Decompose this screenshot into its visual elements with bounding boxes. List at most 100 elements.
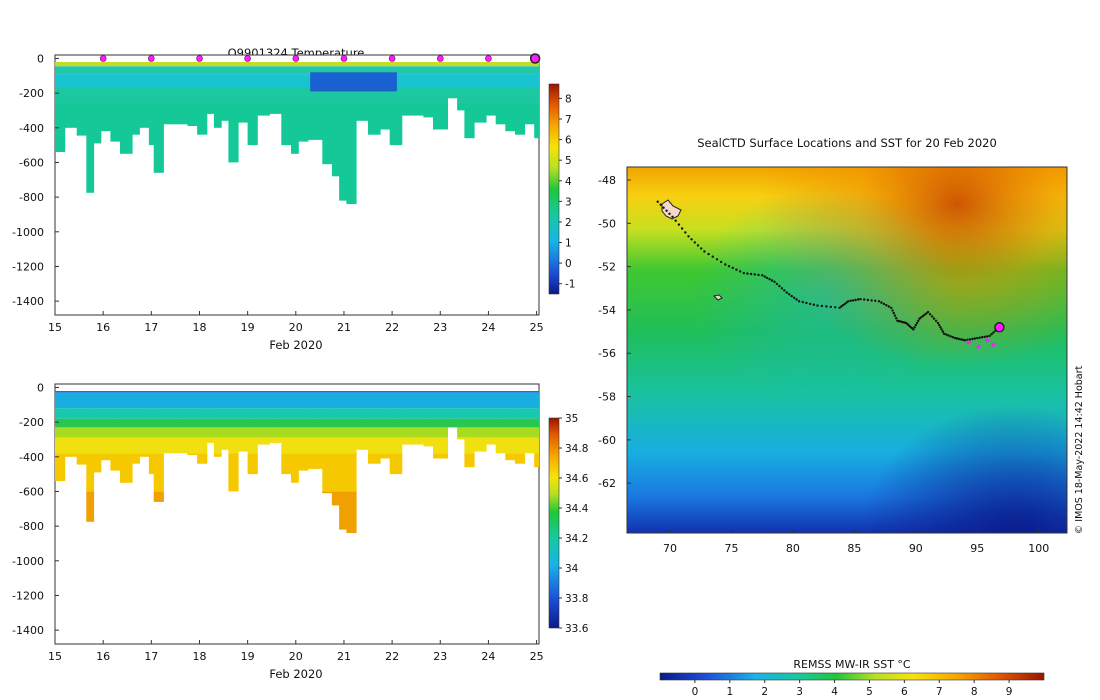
temperature-profile-cell [197,66,208,75]
salinity-x-axis-label: Feb 2020 [269,667,322,681]
temperature-profile-cell [120,87,133,104]
salinity-profile-cell [93,427,102,438]
track-point [684,231,687,234]
salinity-profile-cell [175,427,188,438]
salinity-profile-cell [339,453,347,492]
salinity-profile-column [433,391,448,459]
latitude-tick-label: -56 [598,347,616,360]
temperature-profile-cell [247,87,258,104]
salinity-profile-cell [148,453,155,475]
salinity-profile-cell [307,427,323,438]
salinity-profile-cell [100,391,111,393]
longitude-tick-label: 80 [786,542,800,555]
temperature-colorbar [548,83,560,295]
temperature-profile-column [524,62,535,125]
salinity-profile-cell [187,418,198,428]
salinity-profile-cell [331,453,340,492]
temperature-profile-cell [110,74,121,88]
temperature-profile-cell [413,74,424,88]
track-point [785,291,788,294]
salinity-profile-cell [380,453,391,459]
temperature-profile-cell [298,103,309,142]
temperature-profile-cell [495,66,506,75]
salinity-profile-cell [206,392,215,409]
salinity-profile-cell [346,392,357,409]
salinity-profile-cell [356,408,369,419]
track-point [816,304,819,307]
temperature-profile-cell [55,87,66,104]
track-point [912,328,915,331]
temperature-profile-cell [257,74,270,88]
salinity-x-tick-label: 18 [192,650,206,663]
salinity-profile-cell [356,427,369,438]
temperature-x-tick-label: 20 [289,321,303,334]
salinity-profile-column [153,391,164,502]
temperature-x-tick-label: 23 [433,321,447,334]
temperature-profile-cell [322,62,333,67]
salinity-x-tick-label: 24 [481,650,495,663]
temperature-profile-cell [221,87,229,104]
temperature-profile-cell [110,66,121,75]
salinity-profile-cell [380,392,391,409]
temperature-profile-cell [238,66,249,75]
temperature-x-tick-label: 16 [96,321,110,334]
temperature-profile-cell [269,62,282,67]
salinity-x-tick-label: 19 [241,650,255,663]
salinity-profile-cell [495,437,506,454]
salinity-profile-cell [307,437,323,454]
salinity-profile-cell [505,437,516,454]
salinity-profile-cell [86,437,95,454]
temperature-profile-cell [269,74,282,88]
temperature-profile-cell [447,87,458,99]
temperature-x-tick-label: 15 [48,321,62,334]
salinity-profile-cell [269,418,282,428]
salinity-profile-cell [505,453,516,461]
temperature-colorbar-ticks: -1 0 1 2 3 4 5 6 7 8 [559,93,575,291]
latitude-tick-label: -62 [598,477,616,490]
temperature-profile-cell [339,62,347,67]
salinity-profile-cell [331,437,340,454]
temperature-profile-cell [86,103,95,193]
temperature-profile-cell [514,103,526,135]
temperature-profile-cell [464,87,475,104]
temperature-profile-cell [291,74,299,88]
salinity-profile-cell [93,408,102,419]
salinity-profile-cell [380,391,391,393]
salinity-profile-cell [110,453,121,471]
track-point [939,326,942,329]
salinity-profile-cell [228,437,239,454]
salinity-profile-cell [413,391,424,393]
temperature-profile-cell [495,103,506,125]
salinity-profile-cell [307,392,323,409]
temperature-profile-cell [100,103,111,132]
track-point [801,300,804,304]
track-point [724,263,727,266]
temperature-profile-cell [380,87,391,104]
salinity-profile-cell [495,391,506,393]
salinity-profile-cell [213,427,222,438]
salinity-profile-cell [197,427,208,438]
temperature-colorbar-tick-label: 7 [565,114,572,126]
salinity-profile-cell [505,427,516,438]
track-point [966,338,969,341]
temperature-profile-column [380,62,391,130]
salinity-profile-cell [433,427,448,438]
temperature-profile-cell [474,66,487,75]
temperature-profile-cell [307,66,323,75]
salinity-profile-cell [257,418,270,428]
track-point [899,320,902,323]
temperature-profile-cell [197,74,208,88]
surface-location-marker [485,55,492,62]
salinity-profile-cell [228,391,239,393]
temperature-profile-column [100,62,111,132]
salinity-profile-cell [433,408,448,419]
temperature-profile-cell [228,74,239,88]
track-point [843,302,846,306]
salinity-profile-cell [110,391,121,393]
salinity-profile-column [163,391,176,454]
temperature-profile-cell [331,66,340,75]
salinity-profile-cell [148,408,155,419]
temperature-profile-cell [346,103,357,204]
salinity-profile-column [457,391,465,440]
salinity-profile-cell [247,392,258,409]
